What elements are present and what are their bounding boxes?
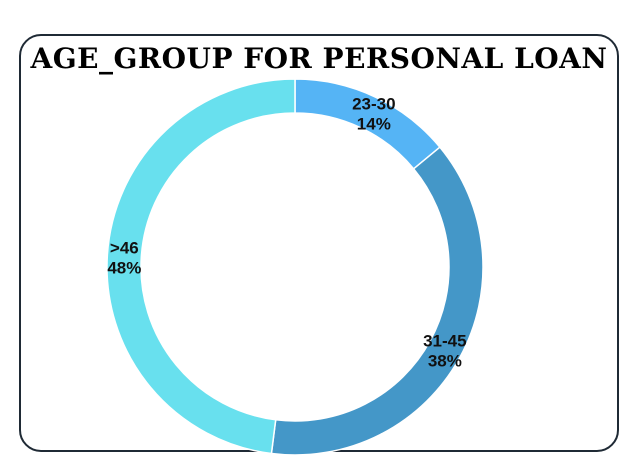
- slice-category-label: 31-45: [423, 331, 466, 350]
- slice-category-label: >46: [110, 238, 139, 257]
- donut-slices: [106, 78, 484, 456]
- slice-category-label: 23-30: [352, 94, 395, 113]
- slice-value-label: 48%: [107, 258, 141, 277]
- slice-value-label: 14%: [357, 114, 391, 133]
- chart-title: AGE_GROUP FOR PERSONAL LOAN: [30, 42, 608, 75]
- donut-slice-2: [106, 78, 296, 455]
- slice-value-label: 38%: [428, 351, 462, 370]
- donut-slice-1: [270, 146, 484, 456]
